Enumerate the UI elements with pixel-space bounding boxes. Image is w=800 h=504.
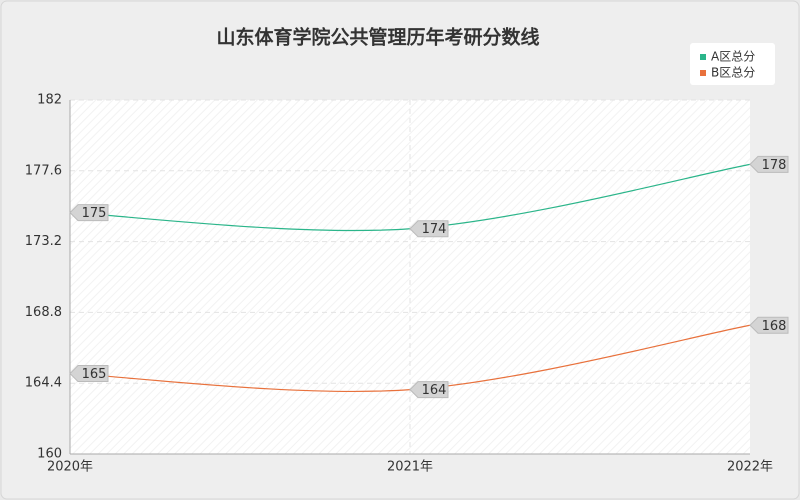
y-tick-label: 168.8 (25, 305, 62, 320)
legend (690, 43, 775, 85)
legend-label: B区总分 (711, 66, 755, 80)
chart-title: 山东体育学院公共管理历年考研分数线 (216, 26, 539, 49)
y-tick-label: 160 (37, 447, 62, 462)
data-label: 165 (82, 367, 107, 382)
data-label-box (69, 365, 109, 383)
data-label-box (69, 204, 109, 222)
data-label-box (749, 316, 789, 334)
data-label: 175 (82, 206, 107, 221)
legend-marker (700, 54, 706, 60)
legend-label: A区总分 (711, 50, 755, 64)
y-tick-label: 177.6 (25, 163, 62, 178)
data-label: 168 (762, 319, 787, 334)
y-tick-label: 182 (37, 93, 62, 108)
data-label: 164 (422, 383, 447, 398)
data-label-box (409, 381, 449, 399)
y-tick-label: 173.2 (25, 234, 62, 249)
x-tick-label: 2020年 (47, 460, 93, 475)
x-tick-label: 2021年 (387, 460, 433, 475)
data-label: 178 (762, 158, 787, 173)
data-label-box (749, 155, 789, 173)
legend-marker (700, 70, 706, 76)
y-tick-label: 164.4 (25, 376, 62, 391)
x-tick-label: 2022年 (727, 460, 773, 475)
data-label: 174 (422, 222, 447, 237)
data-label-box (409, 220, 449, 238)
